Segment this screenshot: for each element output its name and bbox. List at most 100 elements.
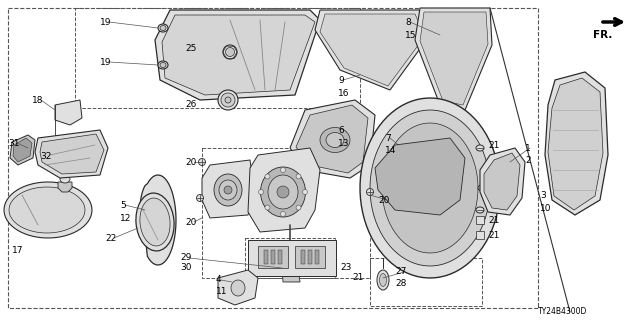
Polygon shape xyxy=(476,231,484,239)
Text: FR.: FR. xyxy=(593,30,612,40)
Polygon shape xyxy=(320,14,425,86)
Text: 31: 31 xyxy=(8,139,19,148)
Ellipse shape xyxy=(231,280,245,296)
Text: 16: 16 xyxy=(338,89,349,98)
Ellipse shape xyxy=(196,195,204,202)
Ellipse shape xyxy=(158,24,168,32)
Bar xyxy=(8,8,538,308)
Polygon shape xyxy=(282,268,300,282)
Ellipse shape xyxy=(367,188,374,196)
Ellipse shape xyxy=(478,185,486,191)
Ellipse shape xyxy=(296,174,301,179)
Polygon shape xyxy=(290,100,375,178)
Polygon shape xyxy=(370,110,490,266)
Text: 2: 2 xyxy=(525,156,531,164)
Ellipse shape xyxy=(214,174,242,206)
Bar xyxy=(301,250,305,264)
Ellipse shape xyxy=(223,45,237,59)
Ellipse shape xyxy=(160,62,166,68)
Polygon shape xyxy=(484,153,520,210)
Text: 3: 3 xyxy=(540,190,546,199)
Ellipse shape xyxy=(140,198,170,246)
Ellipse shape xyxy=(380,274,387,286)
Text: 19: 19 xyxy=(100,18,111,27)
Bar xyxy=(248,240,336,276)
Polygon shape xyxy=(315,10,430,90)
Text: 30: 30 xyxy=(180,263,191,273)
Text: 20: 20 xyxy=(378,196,389,204)
Bar xyxy=(245,238,335,278)
Polygon shape xyxy=(40,134,104,174)
Ellipse shape xyxy=(225,47,234,57)
Ellipse shape xyxy=(225,97,231,103)
Bar xyxy=(295,246,325,268)
Text: 29: 29 xyxy=(180,253,191,262)
Polygon shape xyxy=(476,216,484,224)
Ellipse shape xyxy=(377,270,389,290)
Bar xyxy=(315,250,319,264)
Polygon shape xyxy=(360,98,500,278)
Text: 20: 20 xyxy=(185,157,196,166)
Polygon shape xyxy=(140,175,176,265)
Text: 11: 11 xyxy=(216,287,227,297)
Text: TY24B4300D: TY24B4300D xyxy=(538,308,588,316)
Bar xyxy=(202,148,370,278)
Text: 32: 32 xyxy=(40,151,51,161)
Bar xyxy=(308,250,312,264)
Polygon shape xyxy=(480,148,525,215)
Text: 18: 18 xyxy=(32,95,44,105)
Polygon shape xyxy=(420,12,488,105)
Text: 15: 15 xyxy=(405,30,417,39)
Ellipse shape xyxy=(280,212,285,217)
Polygon shape xyxy=(55,100,82,125)
Polygon shape xyxy=(4,182,92,238)
Polygon shape xyxy=(296,105,368,173)
Text: 7: 7 xyxy=(385,133,391,142)
Ellipse shape xyxy=(268,175,298,209)
Text: 13: 13 xyxy=(338,139,349,148)
Text: 28: 28 xyxy=(395,278,406,287)
Bar xyxy=(278,250,282,264)
Ellipse shape xyxy=(277,186,289,198)
Text: 22: 22 xyxy=(105,234,116,243)
Text: 27: 27 xyxy=(395,268,406,276)
Ellipse shape xyxy=(158,61,168,69)
Text: 17: 17 xyxy=(12,245,24,254)
Polygon shape xyxy=(415,8,492,110)
Polygon shape xyxy=(375,138,465,215)
Text: 19: 19 xyxy=(100,58,111,67)
Text: 5: 5 xyxy=(120,201,125,210)
Ellipse shape xyxy=(136,193,174,251)
Ellipse shape xyxy=(265,174,270,179)
Text: 10: 10 xyxy=(540,204,552,212)
Polygon shape xyxy=(155,10,320,100)
Text: 23: 23 xyxy=(340,263,351,273)
Polygon shape xyxy=(13,138,32,162)
Polygon shape xyxy=(248,148,320,232)
Bar xyxy=(258,246,288,268)
Polygon shape xyxy=(162,15,315,95)
Text: 25: 25 xyxy=(185,44,196,52)
Ellipse shape xyxy=(160,26,166,30)
Ellipse shape xyxy=(280,167,285,172)
Ellipse shape xyxy=(259,189,264,195)
Ellipse shape xyxy=(218,90,238,110)
Ellipse shape xyxy=(296,205,301,210)
Polygon shape xyxy=(10,135,35,165)
Bar xyxy=(271,250,275,264)
Polygon shape xyxy=(545,72,608,215)
Text: 4: 4 xyxy=(216,276,221,284)
Ellipse shape xyxy=(320,127,350,153)
Text: 14: 14 xyxy=(385,146,396,155)
Ellipse shape xyxy=(265,205,270,210)
Polygon shape xyxy=(9,187,85,233)
Ellipse shape xyxy=(219,180,237,200)
Ellipse shape xyxy=(476,207,484,213)
Polygon shape xyxy=(548,78,603,210)
Ellipse shape xyxy=(224,186,232,194)
Bar xyxy=(370,258,482,306)
Text: 20: 20 xyxy=(185,218,196,227)
Text: 12: 12 xyxy=(120,213,131,222)
Bar xyxy=(75,8,360,108)
Text: 26: 26 xyxy=(185,100,196,108)
